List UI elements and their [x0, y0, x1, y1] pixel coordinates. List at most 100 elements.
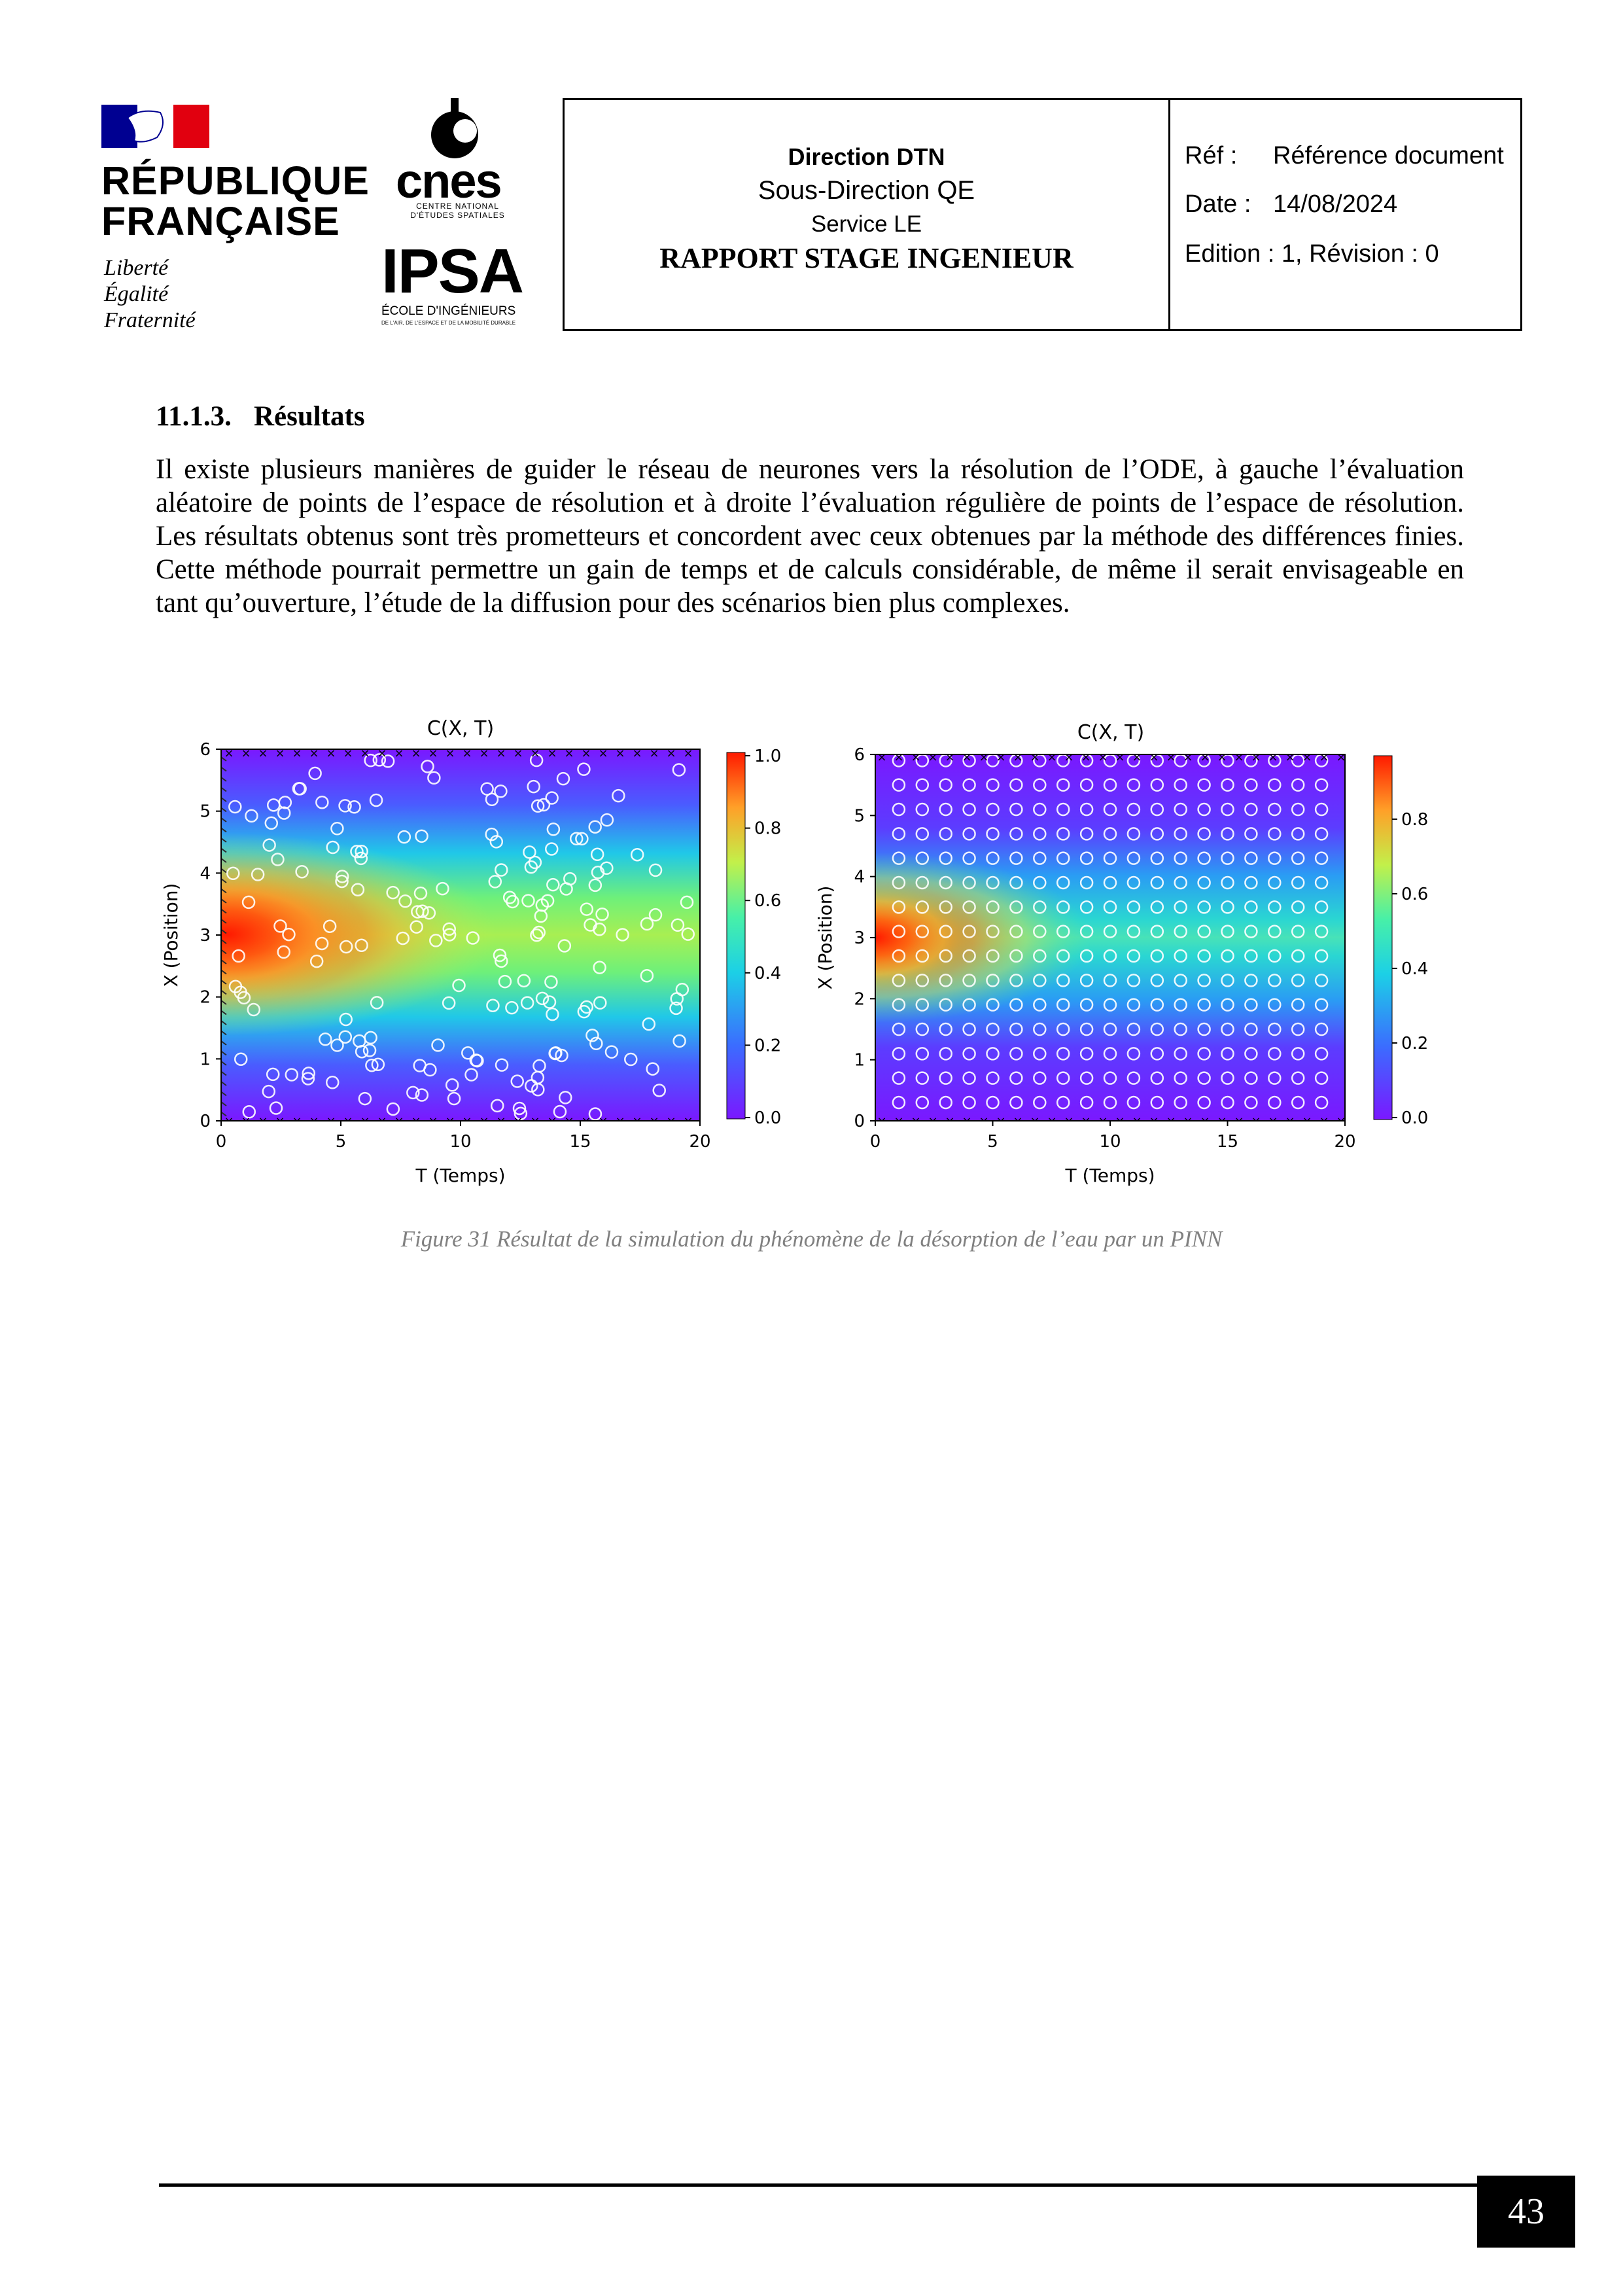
grid-collocation-point	[962, 875, 976, 890]
grid-collocation-point	[939, 925, 952, 938]
grid-collocation-point	[986, 925, 1000, 938]
initial-condition-marker	[221, 969, 227, 975]
grid-collocation-point	[939, 974, 952, 987]
grid-collocation-point	[892, 949, 906, 963]
grid-collocation-point	[1126, 851, 1141, 865]
grid-collocation-point	[1244, 974, 1258, 987]
grid-collocation-point	[1314, 1022, 1329, 1036]
collocation-point	[429, 934, 443, 947]
edition-row: Edition : 1, Révision : 0	[1185, 240, 1439, 268]
edition-value: Edition : 1, Révision : 0	[1185, 240, 1439, 268]
collocation-point	[271, 853, 285, 866]
grid-collocation-point	[915, 851, 930, 865]
boundary-marker: ×	[326, 1114, 336, 1128]
collocation-point	[464, 1068, 478, 1082]
grid-collocation-point	[1103, 949, 1117, 963]
collocation-point	[415, 1088, 429, 1102]
grid-collocation-point	[892, 875, 906, 890]
grid-collocation-point	[1197, 1022, 1211, 1036]
grid-collocation-point	[1079, 1022, 1094, 1036]
grid-collocation-point	[1268, 1022, 1282, 1036]
grid-collocation-point	[1009, 875, 1023, 890]
collocation-point	[557, 939, 572, 953]
collocation-point	[520, 996, 534, 1010]
y-tick-label: 0	[854, 1112, 865, 1131]
grid-collocation-point	[1221, 802, 1234, 817]
collocation-point	[495, 1058, 509, 1072]
boundary-marker: ×	[1166, 751, 1176, 764]
grid-collocation-point	[1079, 925, 1094, 938]
grid-collocation-point	[962, 802, 976, 817]
x-tick-label: 15	[569, 1132, 591, 1152]
y-tick-label: 3	[200, 926, 211, 945]
collocation-point	[326, 840, 340, 855]
grid-collocation-point	[1009, 1095, 1023, 1110]
document-header-table: Direction DTN Sous-Direction QE Service …	[563, 98, 1522, 331]
collocation-point	[339, 940, 353, 954]
grid-collocation-point	[962, 925, 976, 938]
initial-condition-marker	[221, 1030, 227, 1036]
collocation-point	[355, 938, 368, 953]
colorbar-tick-label: 0.0	[1401, 1108, 1428, 1128]
initial-condition-marker	[221, 1070, 227, 1076]
cnes-logo: cnes CENTRE NATIONAL D'ÉTUDES SPATIALES	[396, 98, 517, 232]
grid-collocation-point	[1291, 1071, 1305, 1085]
collocation-point	[580, 1000, 594, 1014]
collocation-point	[355, 1044, 369, 1059]
collocation-point	[264, 816, 279, 830]
grid-collocation-point	[1103, 1047, 1117, 1061]
reference-value: Référence document	[1273, 142, 1504, 169]
boundary-marker: ×	[1319, 1114, 1329, 1128]
grid-collocation-point	[1126, 949, 1141, 963]
collocation-point	[241, 895, 256, 910]
grid-collocation-point	[1126, 1022, 1141, 1036]
grid-collocation-point	[915, 925, 930, 938]
grid-collocation-point	[986, 827, 1000, 841]
grid-collocation-point	[1268, 949, 1282, 963]
grid-collocation-point	[1174, 998, 1187, 1012]
collocation-point	[413, 1059, 427, 1072]
collocation-point	[646, 1062, 659, 1076]
boundary-marker: ×	[945, 751, 954, 764]
grid-collocation-point	[1150, 802, 1164, 817]
collocation-point	[269, 1101, 283, 1115]
collocation-point	[588, 878, 602, 892]
grid-collocation-point	[1174, 1095, 1187, 1110]
boundary-marker: ×	[911, 751, 920, 764]
grid-collocation-point	[1291, 802, 1305, 817]
grid-collocation-point	[1079, 778, 1094, 792]
x-tick-label: 0	[870, 1132, 881, 1152]
boundary-marker: ×	[479, 747, 489, 760]
boundary-marker: ×	[877, 751, 886, 764]
grid-collocation-point	[1009, 974, 1023, 987]
boundary-marker: ×	[1115, 1114, 1125, 1128]
boundary-marker: ×	[1047, 751, 1056, 764]
grid-collocation-point	[962, 998, 976, 1012]
collocation-point	[266, 1067, 280, 1082]
boundary-marker: ×	[615, 1114, 625, 1128]
collocation-point	[616, 928, 629, 942]
grid-collocation-point	[1103, 925, 1117, 938]
grid-collocation-point	[892, 802, 906, 817]
grid-collocation-point	[1221, 998, 1234, 1012]
collocation-point	[580, 902, 594, 916]
boundary-marker: ×	[496, 1114, 506, 1128]
grid-collocation-point	[1197, 827, 1211, 841]
collocation-point	[493, 948, 507, 963]
grid-collocation-point	[1033, 1047, 1047, 1061]
collocation-point	[396, 931, 410, 945]
collocation-point	[442, 996, 456, 1010]
grid-collocation-point	[1150, 925, 1164, 938]
collocation-point	[335, 870, 349, 883]
colorbar-tick-label: 0.4	[1401, 959, 1428, 979]
collocation-point	[371, 1057, 385, 1071]
date-row: Date : 14/08/2024	[1185, 190, 1397, 219]
grid-collocation-point	[1291, 827, 1305, 841]
boundary-marker: ×	[1200, 751, 1210, 764]
boundary-marker: ×	[1064, 1114, 1073, 1128]
collocation-point	[604, 1045, 619, 1059]
grid-collocation-point	[1314, 778, 1329, 792]
grid-collocation-point	[986, 974, 1000, 987]
boundary-marker: ×	[683, 1114, 693, 1128]
grid-collocation-point	[1314, 998, 1329, 1012]
